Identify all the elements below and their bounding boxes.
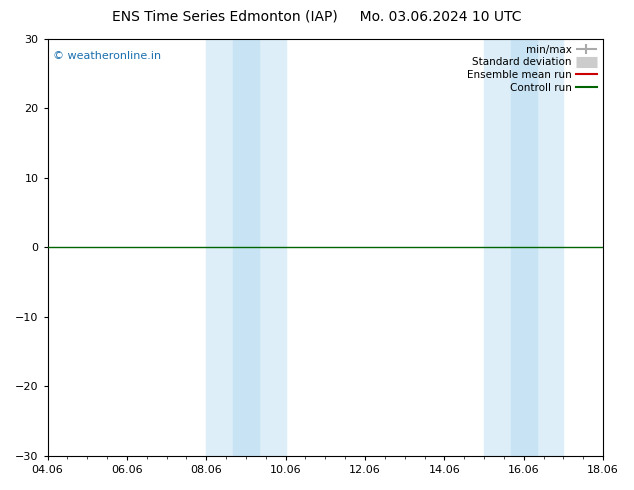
Bar <box>510 39 537 456</box>
Text: ENS Time Series Edmonton (IAP)     Mo. 03.06.2024 10 UTC: ENS Time Series Edmonton (IAP) Mo. 03.06… <box>112 10 522 24</box>
Legend: min/max, Standard deviation, Ensemble mean run, Controll run: min/max, Standard deviation, Ensemble me… <box>463 41 601 97</box>
Bar <box>484 39 564 456</box>
Bar <box>206 39 286 456</box>
Text: © weatheronline.in: © weatheronline.in <box>53 51 161 61</box>
Bar <box>233 39 259 456</box>
